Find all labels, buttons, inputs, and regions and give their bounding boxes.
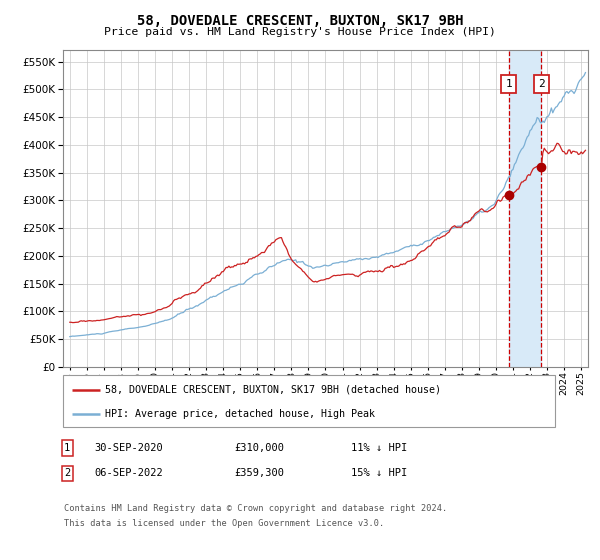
FancyBboxPatch shape bbox=[63, 375, 555, 427]
Text: 1: 1 bbox=[64, 443, 70, 453]
Text: 15% ↓ HPI: 15% ↓ HPI bbox=[351, 468, 407, 478]
Text: 11% ↓ HPI: 11% ↓ HPI bbox=[351, 443, 407, 453]
Text: Price paid vs. HM Land Registry's House Price Index (HPI): Price paid vs. HM Land Registry's House … bbox=[104, 27, 496, 37]
Text: 30-SEP-2020: 30-SEP-2020 bbox=[95, 443, 164, 453]
Bar bbox=[509, 50, 541, 367]
Text: £359,300: £359,300 bbox=[234, 468, 284, 478]
Text: 1: 1 bbox=[505, 79, 512, 88]
Text: £310,000: £310,000 bbox=[234, 443, 284, 453]
Text: HPI: Average price, detached house, High Peak: HPI: Average price, detached house, High… bbox=[105, 409, 375, 419]
Text: This data is licensed under the Open Government Licence v3.0.: This data is licensed under the Open Gov… bbox=[64, 519, 385, 528]
Text: 2: 2 bbox=[538, 79, 545, 88]
Text: Contains HM Land Registry data © Crown copyright and database right 2024.: Contains HM Land Registry data © Crown c… bbox=[64, 504, 448, 513]
Text: 58, DOVEDALE CRESCENT, BUXTON, SK17 9BH: 58, DOVEDALE CRESCENT, BUXTON, SK17 9BH bbox=[137, 14, 463, 28]
Text: 58, DOVEDALE CRESCENT, BUXTON, SK17 9BH (detached house): 58, DOVEDALE CRESCENT, BUXTON, SK17 9BH … bbox=[105, 385, 441, 395]
Text: 2: 2 bbox=[64, 468, 70, 478]
Text: 06-SEP-2022: 06-SEP-2022 bbox=[95, 468, 164, 478]
